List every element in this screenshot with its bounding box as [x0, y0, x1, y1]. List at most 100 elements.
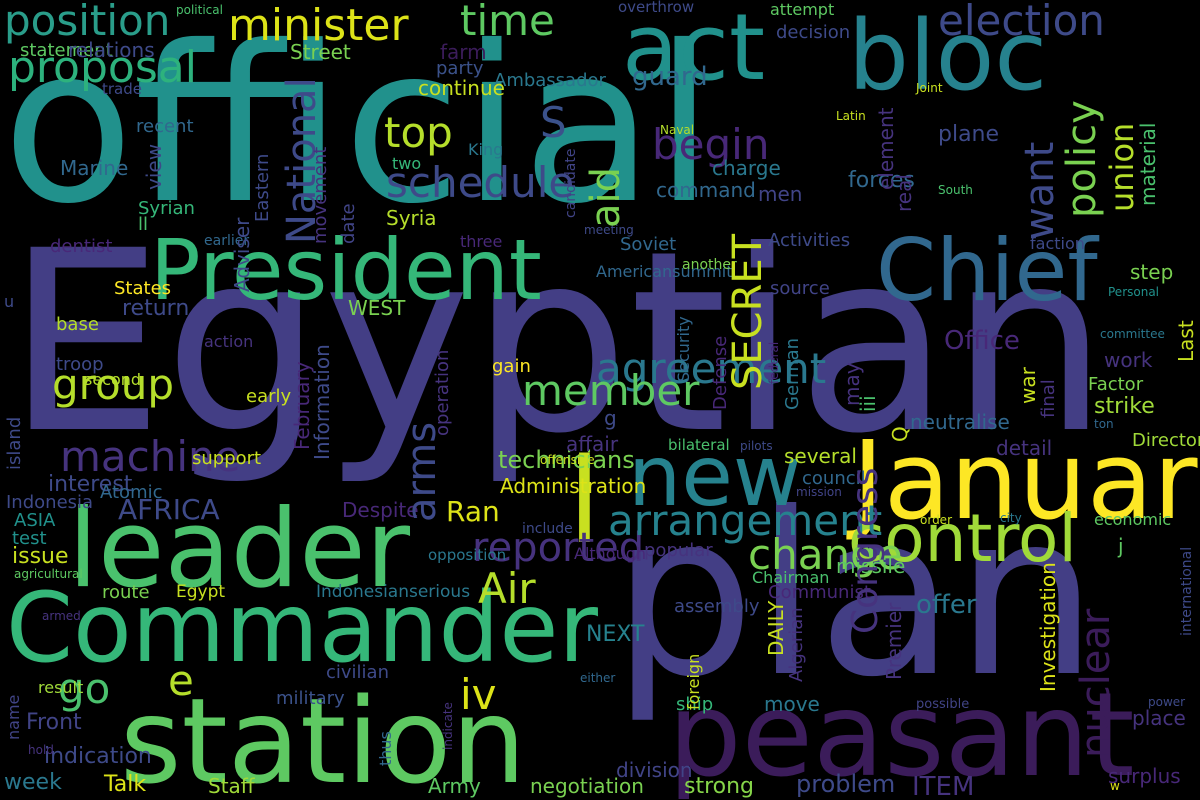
- word-latin: Syrian: [138, 198, 195, 219]
- word-although: German: [782, 337, 803, 410]
- word-include: Personal: [1108, 285, 1160, 299]
- word-route: week: [4, 770, 62, 795]
- word-party: early: [246, 386, 292, 407]
- word-indonesia: military: [276, 688, 345, 709]
- word-despite: thus: [376, 731, 395, 766]
- word-communist: Q: [888, 426, 912, 442]
- word-dentist: test: [12, 528, 47, 549]
- word-order: Americansummit: [596, 262, 733, 281]
- word-official: official: [2, 0, 715, 251]
- word-last: popular: [644, 540, 713, 561]
- word-premier: power: [1148, 695, 1186, 709]
- word-three: party: [436, 58, 484, 79]
- word-continue: Information: [310, 344, 334, 460]
- word-election: election: [938, 0, 1105, 45]
- word-opposition: Last: [1174, 320, 1198, 362]
- word-office: iv: [460, 670, 497, 719]
- word-station: station: [120, 672, 527, 800]
- word-marine: earlier: [204, 233, 250, 249]
- word-secret: bilateral: [668, 436, 730, 454]
- word-top: top: [384, 108, 453, 157]
- word-place: Factor: [1088, 374, 1144, 395]
- word-nuclear: neutralise: [910, 410, 1010, 434]
- word-l: l: [568, 432, 601, 570]
- word-daily: place: [1132, 706, 1186, 730]
- word-go: agreement: [596, 344, 827, 393]
- word-return: e: [168, 656, 194, 705]
- word-real: opposition: [428, 546, 507, 564]
- word-name: indicate: [441, 702, 455, 750]
- word-arms: Director: [1132, 430, 1200, 451]
- word-offer: Air: [478, 564, 536, 613]
- word-act: act: [622, 0, 766, 101]
- word-west: go: [58, 664, 111, 713]
- word-ran: reported: [472, 525, 645, 571]
- word-material: Although: [574, 544, 647, 563]
- word-issue: Front: [26, 710, 82, 735]
- word-indicate: agricultural: [14, 567, 83, 581]
- word-schedule: aid: [583, 166, 629, 228]
- word-bloc: bloc: [848, 0, 1048, 112]
- word-iv: machine: [60, 432, 241, 481]
- word-armed: gain: [492, 356, 531, 377]
- word-algerian: w: [1110, 779, 1120, 793]
- word-candidate: international: [1179, 546, 1195, 636]
- word-agreement: SECRET: [725, 233, 771, 390]
- word-member: want: [1017, 141, 1063, 240]
- word-division: Ran: [446, 495, 500, 528]
- word-federal: Chairman: [752, 568, 830, 587]
- word-trade: States: [114, 278, 172, 299]
- word-ambassador: February: [290, 361, 314, 450]
- word-chief: Chief: [876, 221, 1098, 321]
- word-base: issue: [12, 544, 69, 569]
- word-source: Joint: [916, 81, 943, 95]
- word-decision: date: [338, 203, 359, 244]
- word-personal: Naval: [660, 123, 695, 137]
- word-king: Marine: [60, 156, 129, 180]
- word-may: Communist: [768, 582, 871, 603]
- word-recent: dentist: [50, 236, 113, 257]
- word-naval: ll: [138, 214, 149, 235]
- word-president: President: [150, 221, 542, 319]
- word-offensive: Activities: [768, 230, 851, 251]
- word-german: missile: [836, 554, 906, 578]
- word-g: forces: [848, 168, 915, 193]
- word-step: Latin: [836, 109, 866, 123]
- word-civilian: strong: [684, 774, 755, 799]
- word-new: new: [628, 427, 802, 525]
- word-indication: ITEM: [912, 772, 975, 800]
- word-atomic: result: [38, 678, 84, 697]
- word-agricultural: island: [4, 416, 25, 470]
- word-w: strike: [1094, 394, 1155, 419]
- word-egyptian: Egyptian: [6, 197, 1109, 488]
- word-test: Talk: [104, 772, 147, 797]
- word-street: second: [84, 370, 142, 389]
- word-chairman: iii: [856, 395, 880, 412]
- word-statement: base: [56, 314, 99, 335]
- word-q: NEXT: [586, 622, 645, 647]
- word-war: DAILY: [764, 600, 788, 656]
- word-forces: relations: [68, 38, 155, 62]
- word-americansummit: attempt: [770, 0, 835, 19]
- word-ll: technicians: [498, 446, 635, 474]
- word-interest: name: [4, 694, 23, 740]
- word-earlier: route: [102, 582, 150, 603]
- word-strong: Office: [944, 326, 1020, 356]
- word-national: affair: [566, 432, 619, 456]
- word-overthrow: Eastern: [252, 153, 273, 222]
- word-move: work: [1104, 348, 1153, 372]
- word-men: statement: [20, 40, 113, 61]
- word-u: u: [4, 292, 15, 311]
- word-element: include: [522, 521, 573, 537]
- word-syria: Despite: [342, 498, 419, 522]
- word-egypt: Army: [428, 774, 481, 798]
- word-front: ship: [676, 694, 714, 715]
- word-february: operation: [432, 349, 453, 436]
- word-syrian: Administration: [500, 474, 647, 498]
- word-command: trade: [102, 80, 142, 98]
- word-meeting: Ambassador: [494, 70, 606, 91]
- word-reported: union: [1103, 122, 1141, 212]
- word-arrangement: guard: [632, 62, 708, 92]
- word-another: decision: [776, 22, 851, 43]
- word-surplus: final: [1038, 379, 1059, 418]
